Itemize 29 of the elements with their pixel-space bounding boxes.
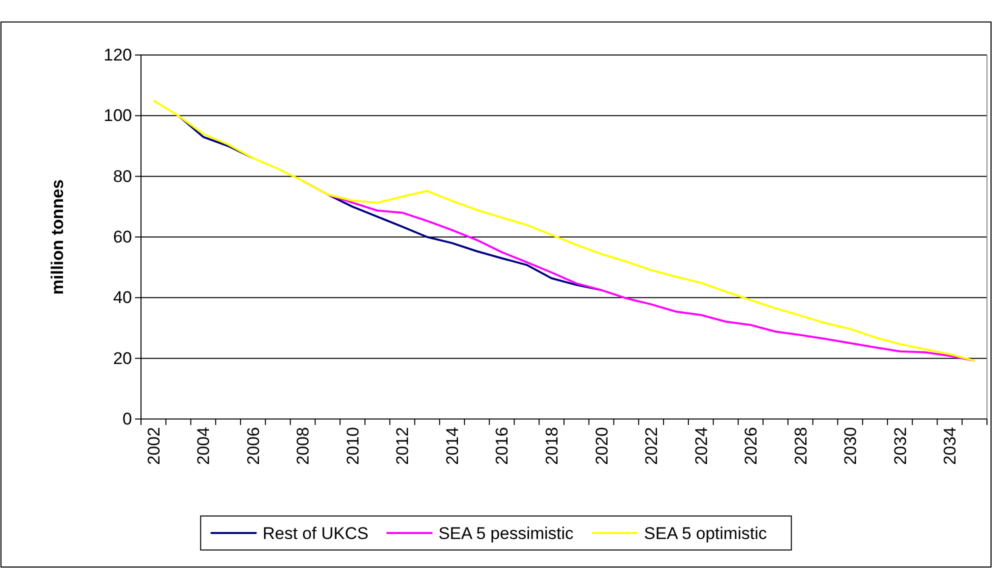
- y-axis-title: million tonnes: [48, 179, 67, 295]
- x-tick-label: 2032: [890, 427, 910, 465]
- y-tick-label: 0: [122, 409, 132, 428]
- x-tick-label: 2020: [592, 427, 612, 465]
- y-tick-label: 20: [113, 348, 132, 368]
- y-tick-label: 60: [113, 227, 132, 246]
- x-tick-label: 2012: [393, 427, 412, 465]
- x-tick-label: 2014: [442, 427, 462, 465]
- x-tick-label: 2024: [692, 427, 711, 465]
- x-tick-label: 2022: [642, 427, 662, 465]
- x-tick-label: 2026: [742, 427, 761, 465]
- x-tick-label: 2018: [542, 427, 562, 465]
- legend-label: SEA 5 optimistic: [644, 524, 768, 543]
- y-tick-label: 40: [113, 288, 132, 308]
- y-tick-label: 80: [113, 166, 132, 186]
- x-tick-label: 2002: [144, 427, 164, 465]
- legend-label: Rest of UKCS: [262, 524, 368, 543]
- y-tick-label: 120: [104, 45, 132, 64]
- x-tick-label: 2034: [940, 427, 960, 465]
- legend-label: SEA 5 pessimistic: [438, 524, 574, 543]
- x-tick-label: 2006: [244, 427, 263, 465]
- x-tick-label: 2004: [194, 427, 214, 465]
- x-tick-label: 2028: [791, 427, 810, 465]
- x-tick-label: 2010: [343, 427, 362, 465]
- x-tick-label: 2016: [492, 427, 512, 465]
- y-tick-label: 100: [104, 106, 132, 126]
- line-series: [152, 100, 976, 362]
- x-tick-label: 2008: [294, 427, 313, 465]
- x-tick-label: 2030: [841, 427, 860, 465]
